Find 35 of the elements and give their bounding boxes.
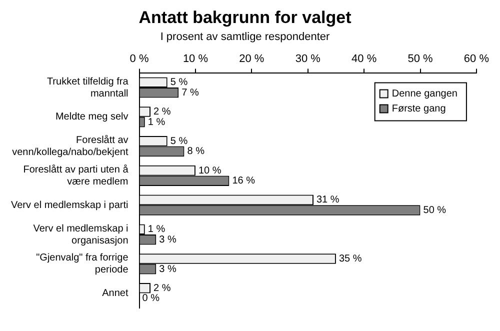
x-tick-label: 60 % bbox=[464, 53, 490, 66]
data-label: 1 % bbox=[148, 116, 166, 128]
y-tick-label: Foreslått av venn/kollega/nabo/bekjent bbox=[12, 134, 128, 158]
data-label: 3 % bbox=[159, 234, 176, 246]
y-tick-label: Annet bbox=[102, 288, 128, 300]
legend-label: Første gang bbox=[392, 104, 446, 115]
data-label: 10 % bbox=[198, 165, 222, 176]
x-tick-label: 30 % bbox=[295, 53, 321, 66]
x-tick-label: 50 % bbox=[408, 53, 434, 66]
chart-subtitle: I prosent av samtlige respondenter bbox=[160, 31, 330, 44]
data-label: 16 % bbox=[232, 176, 256, 187]
data-label: 0 % bbox=[142, 293, 160, 304]
legend-label: Denne gangen bbox=[392, 88, 458, 100]
data-label: 35 % bbox=[338, 254, 362, 265]
data-label: 50 % bbox=[423, 204, 446, 216]
data-label: 2 % bbox=[154, 282, 171, 294]
x-tick-label: 40 % bbox=[352, 53, 377, 66]
data-label: 7 % bbox=[182, 87, 199, 98]
data-label: 8 % bbox=[187, 146, 205, 158]
data-label: 1 % bbox=[148, 224, 166, 236]
y-tick-label: Verv el medlemskap i organisasjon bbox=[33, 223, 128, 246]
x-tick-label: 10 % bbox=[182, 53, 208, 66]
y-tick-label: Meldte meg selv bbox=[55, 112, 128, 123]
data-label: 2 % bbox=[154, 106, 171, 118]
data-label: 31 % bbox=[316, 194, 340, 206]
y-tick-label: Verv el medlemskap i parti bbox=[10, 200, 128, 211]
data-label: 3 % bbox=[159, 264, 176, 275]
x-tick-label: 20 % bbox=[239, 53, 264, 66]
y-tick-label: "Gjenvalg" fra forrige periode bbox=[36, 252, 129, 276]
y-tick-label: Trukket tilfeldig fra manntall bbox=[46, 76, 129, 100]
data-label: 5 % bbox=[170, 77, 188, 88]
x-tick-label: 0 % bbox=[130, 53, 149, 66]
chart-title: Antatt bakgrunn for valget bbox=[138, 8, 352, 27]
y-tick-label: Foreslått av parti uten å være medlem bbox=[23, 163, 129, 188]
data-label: 5 % bbox=[170, 136, 188, 147]
